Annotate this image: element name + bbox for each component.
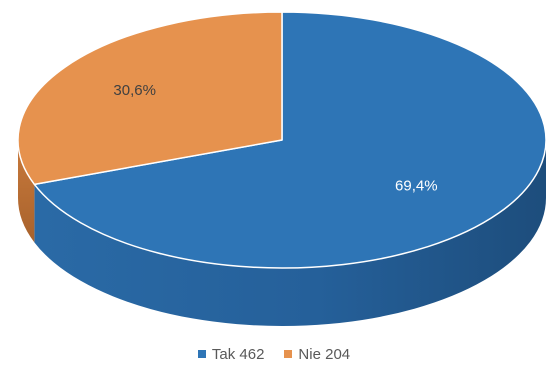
pie-slice-nie (17, 11, 283, 186)
data-label-tak: 69,4% (395, 177, 438, 194)
legend-swatch-nie (284, 350, 293, 358)
legend-label-nie: Nie 204 (298, 345, 351, 363)
pie-side-nie (18, 140, 35, 243)
legend-item-tak: Tak 462 (197, 345, 265, 363)
legend-item-nie: Nie 204 (284, 346, 350, 363)
pie-side-tak (34, 140, 547, 326)
legend-label-tak: Tak 462 (211, 345, 265, 363)
legend-swatch-tak (197, 350, 206, 358)
pie-chart: 69,4% 30,6% (17, 11, 547, 326)
chart-legend: Tak 462 Nie 204 (0, 344, 548, 364)
data-label-nie: 30,6% (113, 82, 156, 99)
pie-slice-tak (33, 11, 547, 269)
